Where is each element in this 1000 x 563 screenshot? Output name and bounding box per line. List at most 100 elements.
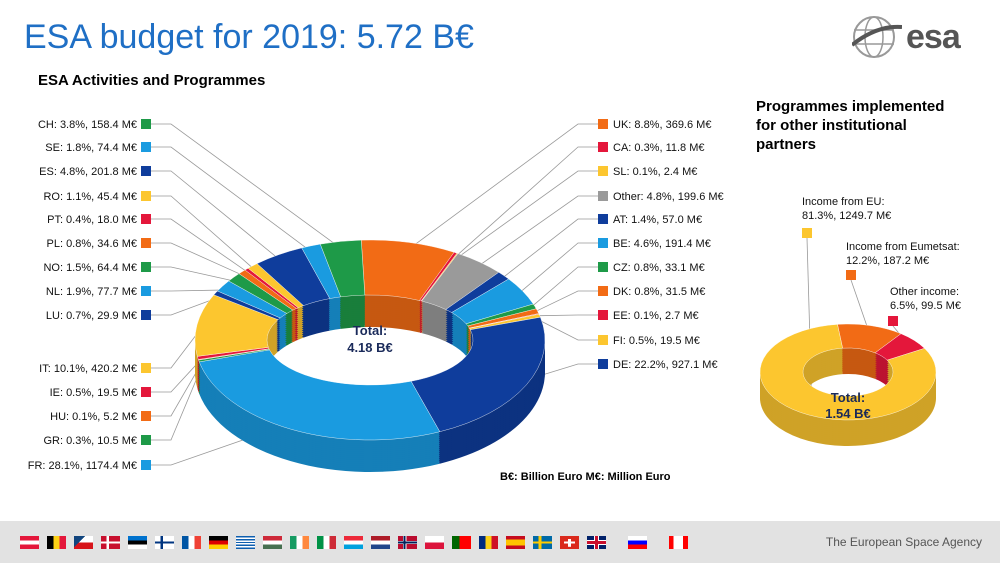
main-donut <box>194 239 546 473</box>
flag-fr <box>182 536 201 549</box>
main-total-label: Total: <box>353 323 387 338</box>
leader-line <box>151 289 228 292</box>
slice-ch <box>320 239 366 298</box>
partner-total-value: 1.54 B€ <box>825 406 871 421</box>
legend-swatch-ch <box>141 119 151 129</box>
leader-line <box>850 279 870 332</box>
label-fi: FI: 0.5%, 19.5 M€ <box>613 335 700 347</box>
label-ro: RO: 1.1%, 45.4 M€ <box>43 191 137 203</box>
label-ee: EE: 0.1%, 2.7 M€ <box>613 310 699 322</box>
legend-swatch-eumetsat <box>846 270 856 280</box>
flag-nl <box>371 536 390 549</box>
footer: The European Space Agency <box>0 521 1000 563</box>
leader-line <box>151 325 204 369</box>
leader-line <box>517 242 598 295</box>
label-ie: IE: 0.5%, 19.5 M€ <box>50 387 137 399</box>
flag-lu <box>344 536 363 549</box>
flag-no <box>398 536 417 549</box>
label-ch: CH: 3.8%, 158.4 M€ <box>38 119 137 131</box>
leader-line <box>531 290 598 314</box>
legend-swatch-eu <box>802 228 812 238</box>
partner-total-label: Total: <box>831 390 865 405</box>
legend-swatch-it <box>141 363 151 373</box>
flag-cz <box>74 536 93 549</box>
label-no: NO: 1.5%, 64.4 M€ <box>43 262 137 274</box>
label-it: IT: 10.1%, 420.2 M€ <box>39 363 137 375</box>
label-sl: SL: 0.1%, 2.4 M€ <box>613 166 697 178</box>
label-at: AT: 1.4%, 57.0 M€ <box>613 214 702 226</box>
leader-line <box>499 218 598 281</box>
legend-swatch-sl <box>598 166 608 176</box>
flag-de <box>209 536 228 549</box>
flag-at <box>20 536 39 549</box>
label-uk: UK: 8.8%, 369.6 M€ <box>613 119 711 131</box>
agency-name: The European Space Agency <box>825 535 982 549</box>
flag-be <box>47 536 66 549</box>
page-title: ESA budget for 2019: 5.72 B€ <box>24 18 474 56</box>
leader-line <box>533 317 598 341</box>
legend-swatch-fi <box>598 335 608 345</box>
flag-pl <box>425 536 444 549</box>
label-lu: LU: 0.7%, 29.9 M€ <box>46 310 137 322</box>
legend-swatch-cz <box>598 262 608 272</box>
legend-swatch-hu <box>141 411 151 421</box>
legend-swatch-uk <box>598 119 608 129</box>
legend-swatch-pl <box>141 238 151 248</box>
legend-swatch-es <box>141 166 151 176</box>
label-dk: DK: 0.8%, 31.5 M€ <box>613 286 705 298</box>
flag-it <box>317 536 336 549</box>
flag-se <box>533 536 552 549</box>
leader-line <box>533 314 598 317</box>
label-de: DE: 22.2%, 927.1 M€ <box>613 359 718 371</box>
main-total-value: 4.18 B€ <box>347 340 393 355</box>
flag-ca <box>669 536 688 549</box>
leader-line <box>151 358 205 417</box>
flag-si <box>628 536 647 549</box>
flag-es <box>506 536 525 549</box>
partner-donut <box>759 323 937 447</box>
label-gr: GR: 0.3%, 10.5 M€ <box>43 435 137 447</box>
label-hu: HU: 0.1%, 5.2 M€ <box>50 411 137 423</box>
leader-line <box>151 170 282 262</box>
label-cz: CZ: 0.8%, 33.1 M€ <box>613 262 705 274</box>
label-ca: CA: 0.3%, 11.8 M€ <box>613 142 705 154</box>
label-be: BE: 4.6%, 191.4 M€ <box>613 238 711 250</box>
legend-swatch-ca <box>598 142 608 152</box>
label-eumetsat: Income from Eumetsat: <box>846 241 960 253</box>
flag-ro <box>479 536 498 549</box>
legend-swatch-pt <box>141 214 151 224</box>
legend-swatch-fr <box>141 460 151 470</box>
leader-line <box>151 123 342 250</box>
legend-swatch-ie <box>141 387 151 397</box>
label-eu: Income from EU: <box>802 196 885 208</box>
legend-swatch-dk <box>598 286 608 296</box>
legend-swatch-at <box>598 214 608 224</box>
leader-line <box>151 146 314 254</box>
legend-swatch-de <box>598 359 608 369</box>
flag-uk <box>587 536 606 549</box>
member-flags <box>20 536 688 549</box>
legend-swatch-lu <box>141 310 151 320</box>
legend-swatch-be <box>598 238 608 248</box>
leader-line <box>452 146 598 260</box>
legend-swatch-other <box>888 316 898 326</box>
leader-line <box>151 242 247 278</box>
leader-line <box>151 218 252 275</box>
leader-line <box>151 195 257 272</box>
budget-charts: UK: 8.8%, 369.6 M€ CA: 0.3%, 11.8 M€ SL: 0… <box>28 119 961 473</box>
legend-swatch-other <box>598 191 608 201</box>
label-eu: 81.3%, 1249.7 M€ <box>802 210 891 222</box>
leader-line <box>454 170 598 261</box>
main-chart-title: ESA Activities and Programmes <box>38 72 266 89</box>
leader-line <box>151 356 205 393</box>
label-fr: FR: 28.1%, 1174.4 M€ <box>28 460 137 472</box>
units-note: B€: Billion Euro M€: Million Euro <box>500 471 671 483</box>
leader-line <box>151 266 239 283</box>
label-eumetsat: 12.2%, 187.2 M€ <box>846 255 929 267</box>
label-other: Other income: <box>890 286 959 298</box>
flag-gr <box>236 536 255 549</box>
label-other: 6.5%, 99.5 M€ <box>890 300 961 312</box>
logo-text: esa <box>906 17 961 56</box>
flag-ch <box>560 536 579 549</box>
flag-pt <box>452 536 471 549</box>
